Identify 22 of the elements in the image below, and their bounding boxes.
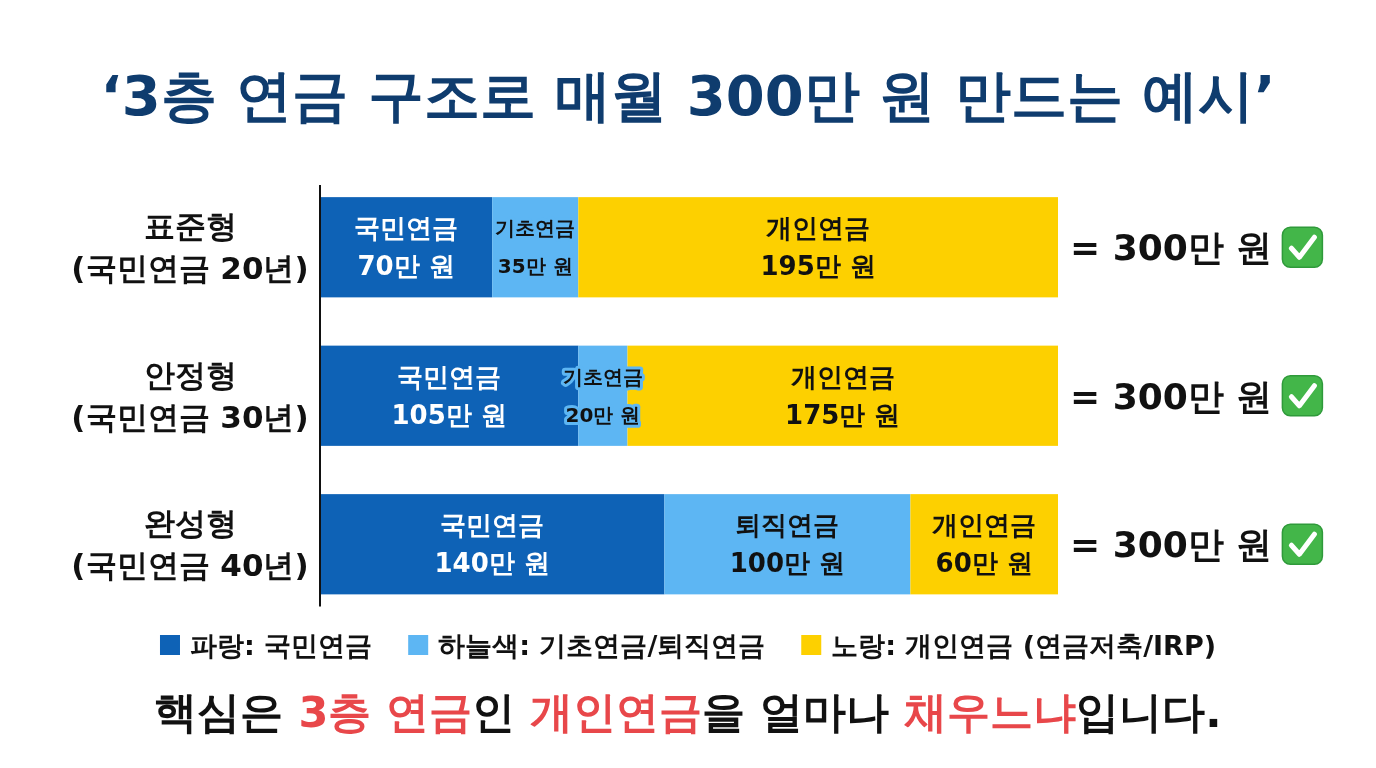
legend-label: 노랑: 개인연금 (연금저축/IRP) <box>831 629 1217 661</box>
data-label: 국민연금 70만 원 <box>354 213 459 282</box>
y-tick-label: 안정형 (국민연금 30년) <box>71 356 309 435</box>
data-label: 기초연금 35만 원 <box>495 216 576 279</box>
y-tick-label: 완성형 (국민연금 40년) <box>71 505 309 584</box>
text: 핵심은 3층 연금인 개인연금을 얼마나 채우느냐입니다. <box>154 687 1222 737</box>
total-label: = 300만 원 <box>1070 375 1273 417</box>
data-label: 국민연금 105만 원 <box>391 361 507 430</box>
data-label: 개인연금 60만 원 <box>932 510 1037 579</box>
total-label: = 300만 원 <box>1070 523 1273 565</box>
data-label: 개인연금 195만 원 <box>760 213 876 282</box>
bar <box>320 494 665 595</box>
legend-label: 파랑: 국민연금 <box>189 629 373 661</box>
legend-label: 하늘색: 기초연금/퇴직연금 <box>438 629 766 661</box>
y-tick-label: 표준형 (국민연금 20년) <box>71 208 309 287</box>
bar <box>664 494 911 595</box>
bar <box>578 197 1058 298</box>
chart-title: ‘3층 연금 구조로 매월 300만 원 만드는 예시’ <box>100 62 1276 128</box>
data-label: 개인연금 175만 원 <box>785 361 901 430</box>
data-label: 국민연금 140만 원 <box>434 510 550 579</box>
total-label: = 300만 원 <box>1070 226 1273 268</box>
data-label: 퇴직연금 100만 원 <box>729 510 846 579</box>
